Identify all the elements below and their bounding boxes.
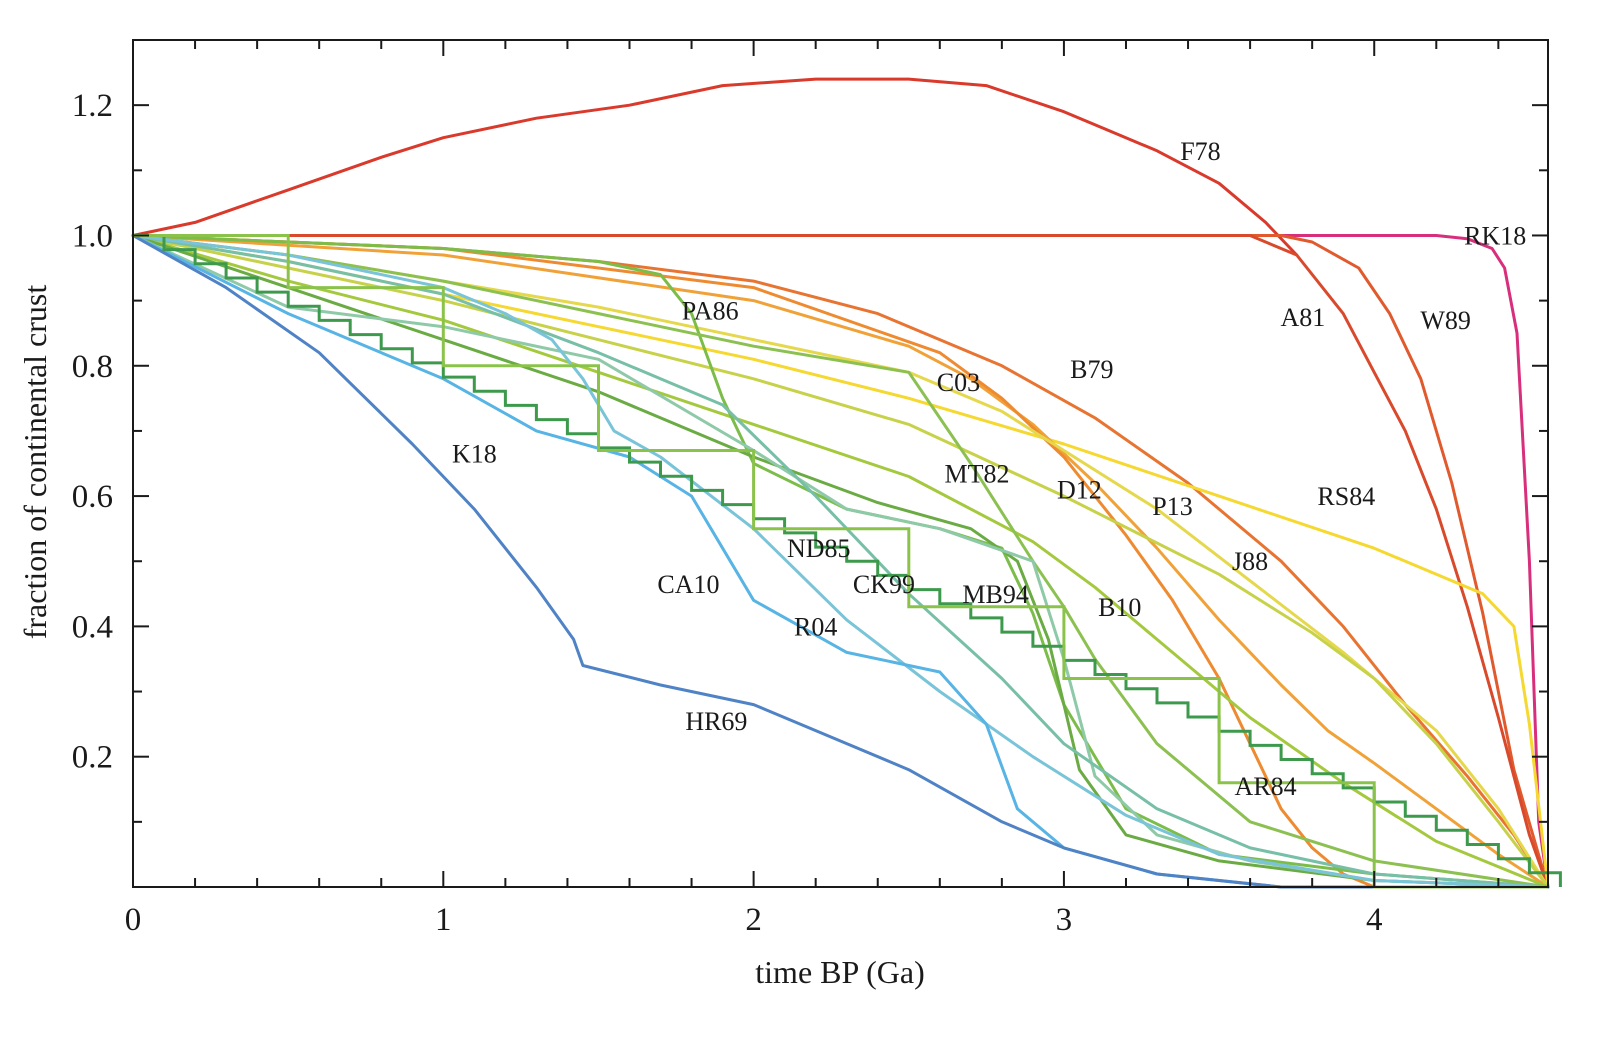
x-tick-label: 2 (745, 902, 762, 938)
series-label-r04: R04 (794, 612, 837, 641)
y-tick-label: 0.8 (72, 349, 113, 385)
series-line-w89 (131, 234, 1550, 889)
series-label-a81: A81 (1280, 303, 1325, 332)
series-label-b79: B79 (1070, 355, 1113, 384)
series-label-w89: W89 (1420, 306, 1471, 335)
series-label-hr69: HR69 (685, 707, 747, 736)
series-label-rs84: RS84 (1317, 482, 1375, 511)
series-line-ar84 (133, 234, 1548, 889)
y-tick-label: 1.0 (72, 218, 113, 254)
series-label-ar84: AR84 (1235, 772, 1297, 801)
series-line-r04 (131, 234, 1550, 889)
y-tick-label: 0.6 (72, 479, 113, 515)
y-tick-label: 1.2 (72, 88, 113, 124)
x-tick-label: 4 (1366, 902, 1383, 938)
x-tick-label: 0 (125, 902, 142, 938)
series-label-ck99: CK99 (853, 570, 915, 599)
x-axis-title: time BP (Ga) (755, 954, 924, 990)
x-tick-label: 3 (1056, 902, 1073, 938)
series-line-rk18 (131, 234, 1550, 889)
series-label-mb94: MB94 (962, 580, 1028, 609)
plot-border (132, 39, 1549, 888)
series-label-nd85: ND85 (787, 534, 851, 563)
series-label-d12: D12 (1057, 476, 1102, 505)
y-axis-title: fraction of continental crust (17, 285, 53, 640)
series-layer (131, 77, 1562, 889)
series-label-b10: B10 (1098, 593, 1141, 622)
series-line-f78 (131, 77, 1299, 257)
series-label-f78: F78 (1180, 137, 1220, 166)
series-label-pa86: PA86 (682, 296, 739, 325)
series-line-p13 (131, 234, 1550, 889)
series-line-mb94 (131, 234, 1550, 889)
y-tick-label: 0.4 (72, 609, 113, 645)
series-line-hr69 (131, 234, 1550, 889)
series-labels: F78 RK18 A81 W89 B79 C03 PA86 MT82 D12 P13 RS84 K18… (452, 137, 1526, 801)
series-label-j88: J88 (1232, 547, 1268, 576)
y-tick-label: 0.2 (72, 740, 113, 776)
series-label-c03: C03 (937, 368, 980, 397)
plot-frame (132, 39, 1549, 888)
series-label-k18: K18 (452, 440, 497, 469)
series-label-mt82: MT82 (945, 459, 1010, 488)
series-label-rk18: RK18 (1464, 221, 1526, 250)
tick-marks (132, 39, 1548, 887)
x-tick-label: 1 (435, 902, 452, 938)
tick-labels: 0 1 2 3 4 0.2 0.4 0.6 0.8 1.0 1.2 (72, 88, 1383, 938)
series-label-p13: P13 (1152, 492, 1192, 521)
series-line-k18 (133, 234, 1562, 887)
series-line-a81 (131, 234, 1550, 889)
series-line-mt82 (131, 234, 1550, 889)
series-label-ca10: CA10 (657, 570, 719, 599)
